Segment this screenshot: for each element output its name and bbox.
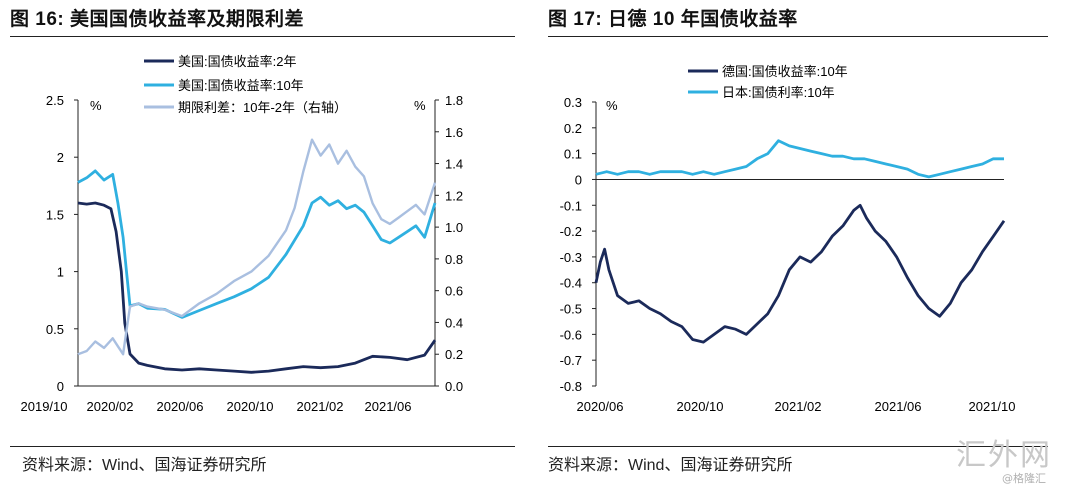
legend-label-de10y: 德国:国债收益率:10年 — [722, 64, 848, 79]
right-y-tick-label: 1.0 — [445, 220, 463, 235]
y-tick-label: 0 — [575, 172, 582, 187]
x-tick-label: 2021/06 — [875, 399, 922, 414]
right-y-tick-label: 0.2 — [445, 347, 463, 362]
x-tick-label: 2020/02 — [87, 399, 134, 414]
left-y-tick-label: 1 — [57, 265, 64, 280]
right-y-tick-label: 0.8 — [445, 252, 463, 267]
x-tick-label: 2021/06 — [365, 399, 412, 414]
series-line-1 — [77, 169, 437, 319]
right-y-tick-label: 1.4 — [445, 157, 463, 172]
figure-16-title: 图 16: 美国国债收益率及期限利差 — [10, 9, 305, 30]
x-tick-label: 2021/02 — [297, 399, 344, 414]
y-tick-label: -0.7 — [560, 353, 582, 368]
x-tick-label: 2021/02 — [775, 399, 822, 414]
series-line-2 — [77, 138, 437, 356]
x-tick-label: 2020/10 — [677, 399, 724, 414]
left-y-tick-label: 0 — [57, 379, 64, 394]
x-tick-label: 2020/06 — [157, 399, 204, 414]
y-tick-label: -0.2 — [560, 224, 582, 239]
left-y-tick-label: 2 — [57, 150, 64, 165]
watermark: 汇外网 @格隆汇 — [956, 430, 1052, 485]
title-rule-right — [548, 36, 1048, 37]
left-y-tick-label: 2.5 — [46, 93, 64, 108]
right-y-tick-label: 0.6 — [445, 284, 463, 299]
y-tick-label: -0.1 — [560, 198, 582, 213]
watermark-text: 汇外网 — [956, 438, 1052, 473]
series-line-1 — [595, 139, 1004, 179]
legend-right: 德国:国债收益率:10年 日本:国债利率:10年 — [688, 64, 848, 100]
legend-label-jp10y: 日本:国债利率:10年 — [722, 85, 835, 100]
y-tick-label: -0.6 — [560, 327, 582, 342]
y-tick-label: 0.3 — [564, 95, 582, 110]
right-y-tick-label: 0.4 — [445, 315, 463, 330]
x-tick-label: 2019/10 — [21, 399, 68, 414]
left-y-tick-label: 0.5 — [46, 322, 64, 337]
left-unit-label: % — [90, 98, 102, 113]
y-tick-label: -0.5 — [560, 302, 582, 317]
unit-label: % — [606, 98, 618, 113]
y-tick-label: -0.4 — [560, 276, 582, 291]
legend-label-us2y: 美国:国债收益率:2年 — [178, 54, 296, 69]
legend-label-spread: 期限利差：10年-2年（右轴） — [178, 100, 347, 115]
y-tick-label: 0.2 — [564, 121, 582, 136]
source-note-right: 资料来源：Wind、国海证券研究所 — [548, 457, 793, 474]
right-y-tick-label: 1.6 — [445, 125, 463, 140]
right-y-tick-label: 0.0 — [445, 379, 463, 394]
y-tick-label: -0.8 — [560, 379, 582, 394]
us-treasury-chart: % % 0 0.5 1 1.5 2 2.5 0.0 0.2 0.4 0.6 0.8 1.0 1.2 1.… — [21, 54, 464, 414]
legend-left: 美国:国债收益率:2年 美国:国债收益率:10年 期限利差：10年-2年（右轴） — [144, 54, 347, 115]
x-tick-label: 2020/10 — [227, 399, 274, 414]
title-rule-left — [10, 36, 515, 37]
jp-de-yield-chart: % 0.3 0.2 0.1 0 -0.1 -0.2 -0.3 -0.4 -0.5 -0.6 -0.7… — [560, 64, 1016, 414]
source-note-left: 资料来源：Wind、国海证券研究所 — [22, 457, 267, 474]
source-rule-left — [10, 446, 515, 447]
legend-label-us10y: 美国:国债收益率:10年 — [178, 78, 304, 93]
figure-17-title: 图 17: 日德 10 年国债收益率 — [548, 9, 798, 30]
x-tick-label: 2020/06 — [577, 399, 624, 414]
source-rule-right — [548, 446, 1048, 447]
series-line-0 — [594, 203, 1006, 344]
watermark-sub: @格隆汇 — [1002, 472, 1046, 485]
y-tick-label: 0.1 — [564, 147, 582, 162]
right-y-tick-label: 1.2 — [445, 188, 463, 203]
right-unit-label: % — [414, 98, 426, 113]
series-line-0 — [77, 201, 437, 374]
y-tick-label: -0.3 — [560, 250, 582, 265]
x-tick-label: 2021/10 — [969, 399, 1016, 414]
left-y-tick-label: 1.5 — [46, 207, 64, 222]
right-y-tick-label: 1.8 — [445, 93, 463, 108]
